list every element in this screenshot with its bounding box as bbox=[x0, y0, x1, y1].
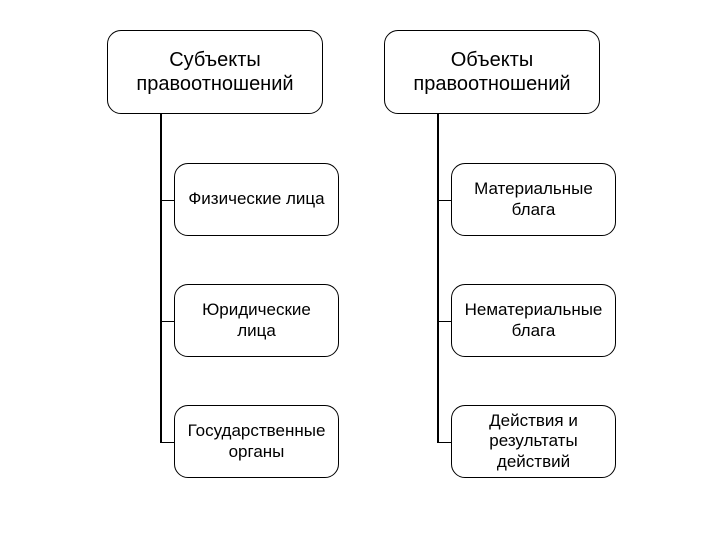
branch-0-0 bbox=[160, 200, 174, 202]
trunk-1 bbox=[437, 114, 439, 442]
branch-1-0 bbox=[437, 200, 451, 202]
child-node-1-0: Материальные блага bbox=[451, 163, 616, 236]
child-node-1-1: Нематериальные блага bbox=[451, 284, 616, 357]
branch-0-1 bbox=[160, 321, 174, 323]
child-node-0-1: Юридические лица bbox=[174, 284, 339, 357]
branch-1-2 bbox=[437, 442, 451, 444]
child-node-1-2: Действия и результаты действий bbox=[451, 405, 616, 478]
diagram-canvas: Субъекты правоотношений Физические лица Юр… bbox=[0, 0, 720, 540]
branch-0-2 bbox=[160, 442, 174, 444]
child-node-0-0: Физические лица bbox=[174, 163, 339, 236]
branch-1-1 bbox=[437, 321, 451, 323]
child-node-0-2: Государственные органы bbox=[174, 405, 339, 478]
trunk-0 bbox=[160, 114, 162, 442]
root-node-1: Объекты правоотношений bbox=[384, 30, 600, 114]
root-node-0: Субъекты правоотношений bbox=[107, 30, 323, 114]
